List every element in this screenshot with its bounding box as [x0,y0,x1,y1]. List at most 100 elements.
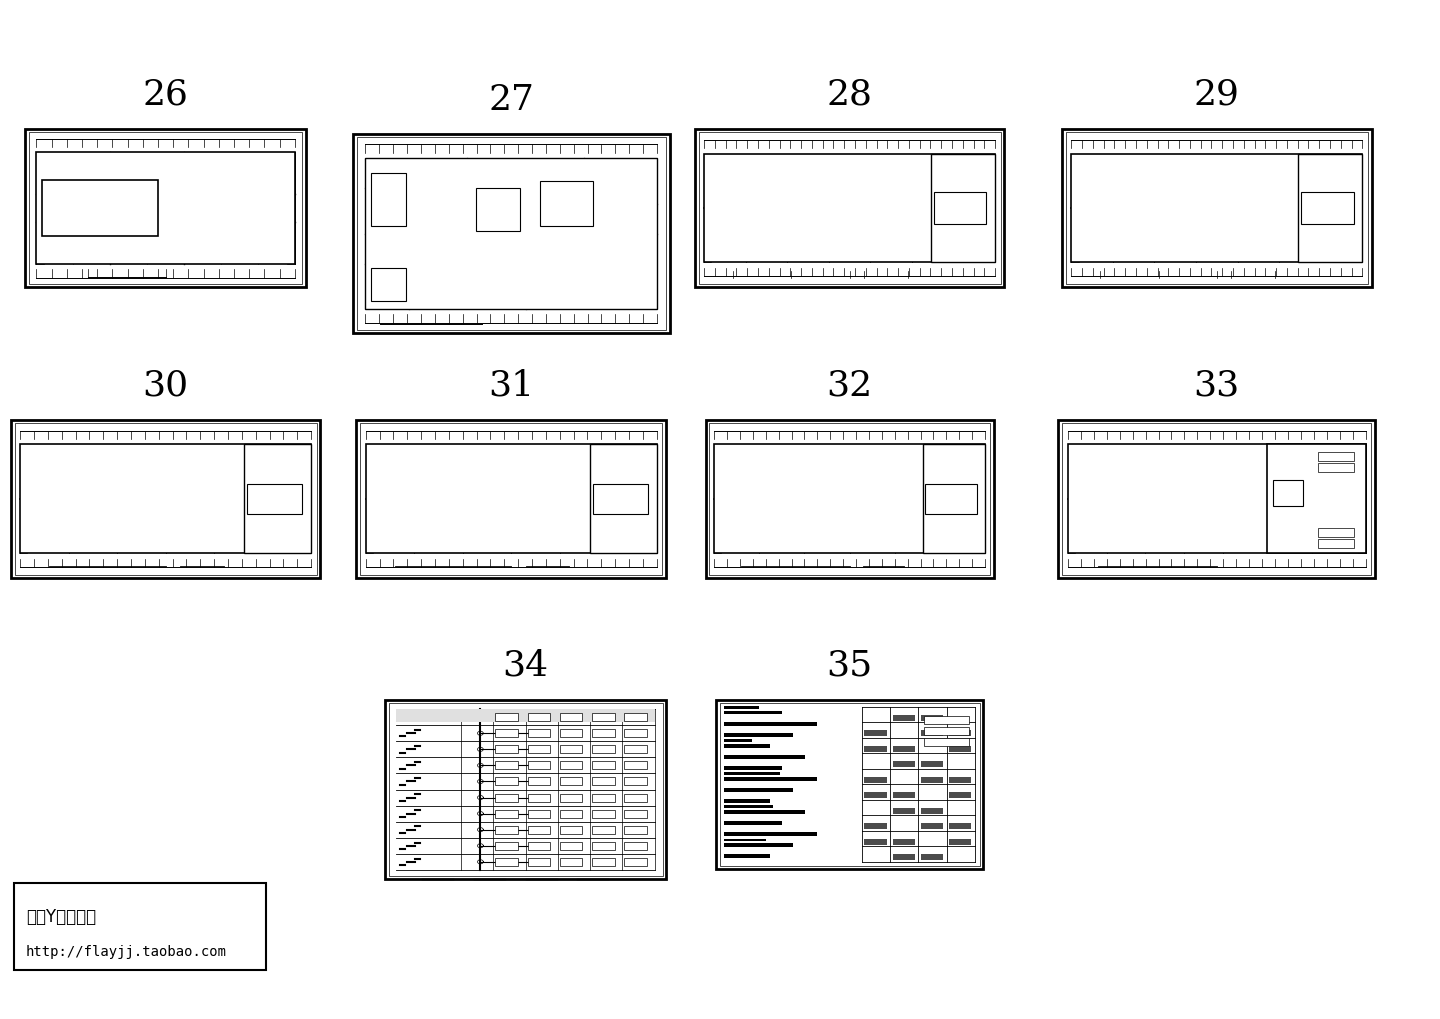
Bar [590,445,657,553]
Bar [893,715,914,721]
Bar [527,777,550,786]
Bar [864,793,887,799]
Bar [360,423,662,576]
Bar [495,777,518,786]
Bar [1071,155,1362,263]
Bar [724,806,773,808]
Bar [924,728,969,735]
Bar [625,761,647,769]
Bar [14,883,266,970]
Bar [384,701,665,878]
Bar [540,181,593,227]
Bar [560,825,582,834]
Bar [592,842,615,850]
Bar [864,731,887,737]
Bar [495,858,518,866]
Bar [724,711,782,714]
Bar [920,854,943,860]
Bar [560,858,582,866]
Bar [1299,155,1362,263]
Bar [560,794,582,802]
Bar [625,858,647,866]
Bar [495,842,518,850]
Bar [864,839,887,845]
Bar [245,445,311,553]
Bar [560,713,582,721]
Bar [893,793,914,799]
Bar [625,730,647,738]
Bar [893,761,914,767]
Bar [353,135,670,333]
Text: 32: 32 [827,368,873,401]
Bar [724,855,770,858]
Bar [527,730,550,738]
Bar [625,713,647,721]
Bar [527,825,550,834]
Bar [724,821,782,825]
Bar [495,713,518,721]
Bar [724,844,793,848]
Bar [592,858,615,866]
Bar [560,842,582,850]
Bar [724,706,759,709]
Bar [592,810,615,818]
Bar [724,772,780,775]
Bar [1318,529,1354,537]
Bar [1068,445,1365,553]
Bar [625,777,647,786]
Bar [1063,129,1371,287]
Bar [14,423,317,576]
Bar [527,746,550,754]
Bar [724,755,805,759]
Bar [495,761,518,769]
Bar [625,746,647,754]
Text: 31: 31 [488,368,534,401]
Text: 35: 35 [827,648,873,683]
Bar [920,715,943,721]
Bar [560,810,582,818]
Bar [949,793,972,799]
Bar [724,799,770,803]
Bar [864,776,887,783]
Bar [1267,445,1365,553]
Bar [12,420,321,579]
Bar [724,839,766,842]
Bar [1273,481,1303,506]
Bar [495,730,518,738]
Bar [724,721,816,726]
Bar [495,810,518,818]
Bar [495,825,518,834]
Bar [926,484,976,515]
Bar [708,423,991,576]
Bar [560,730,582,738]
Bar [366,445,657,553]
Bar [592,825,615,834]
Bar [592,746,615,754]
Bar [704,155,995,263]
Bar [949,823,972,829]
Bar [724,744,770,748]
Bar [920,808,943,814]
Bar [625,825,647,834]
Bar [1318,539,1354,548]
Text: 29: 29 [1194,77,1240,111]
Bar [592,794,615,802]
Text: http://flayjj.taobao.com: http://flayjj.taobao.com [26,944,228,958]
Bar [20,445,311,553]
Bar [720,703,979,866]
Bar [625,794,647,802]
Bar [357,138,665,331]
Bar [924,716,969,725]
Bar [477,190,520,231]
Bar [724,740,752,742]
Bar [625,810,647,818]
Bar [1058,420,1375,579]
Bar [706,420,994,579]
Bar [724,810,805,814]
Bar [527,810,550,818]
Bar [592,730,615,738]
Bar [893,854,914,860]
Bar [724,789,793,792]
Bar [625,842,647,850]
Bar [920,776,943,783]
